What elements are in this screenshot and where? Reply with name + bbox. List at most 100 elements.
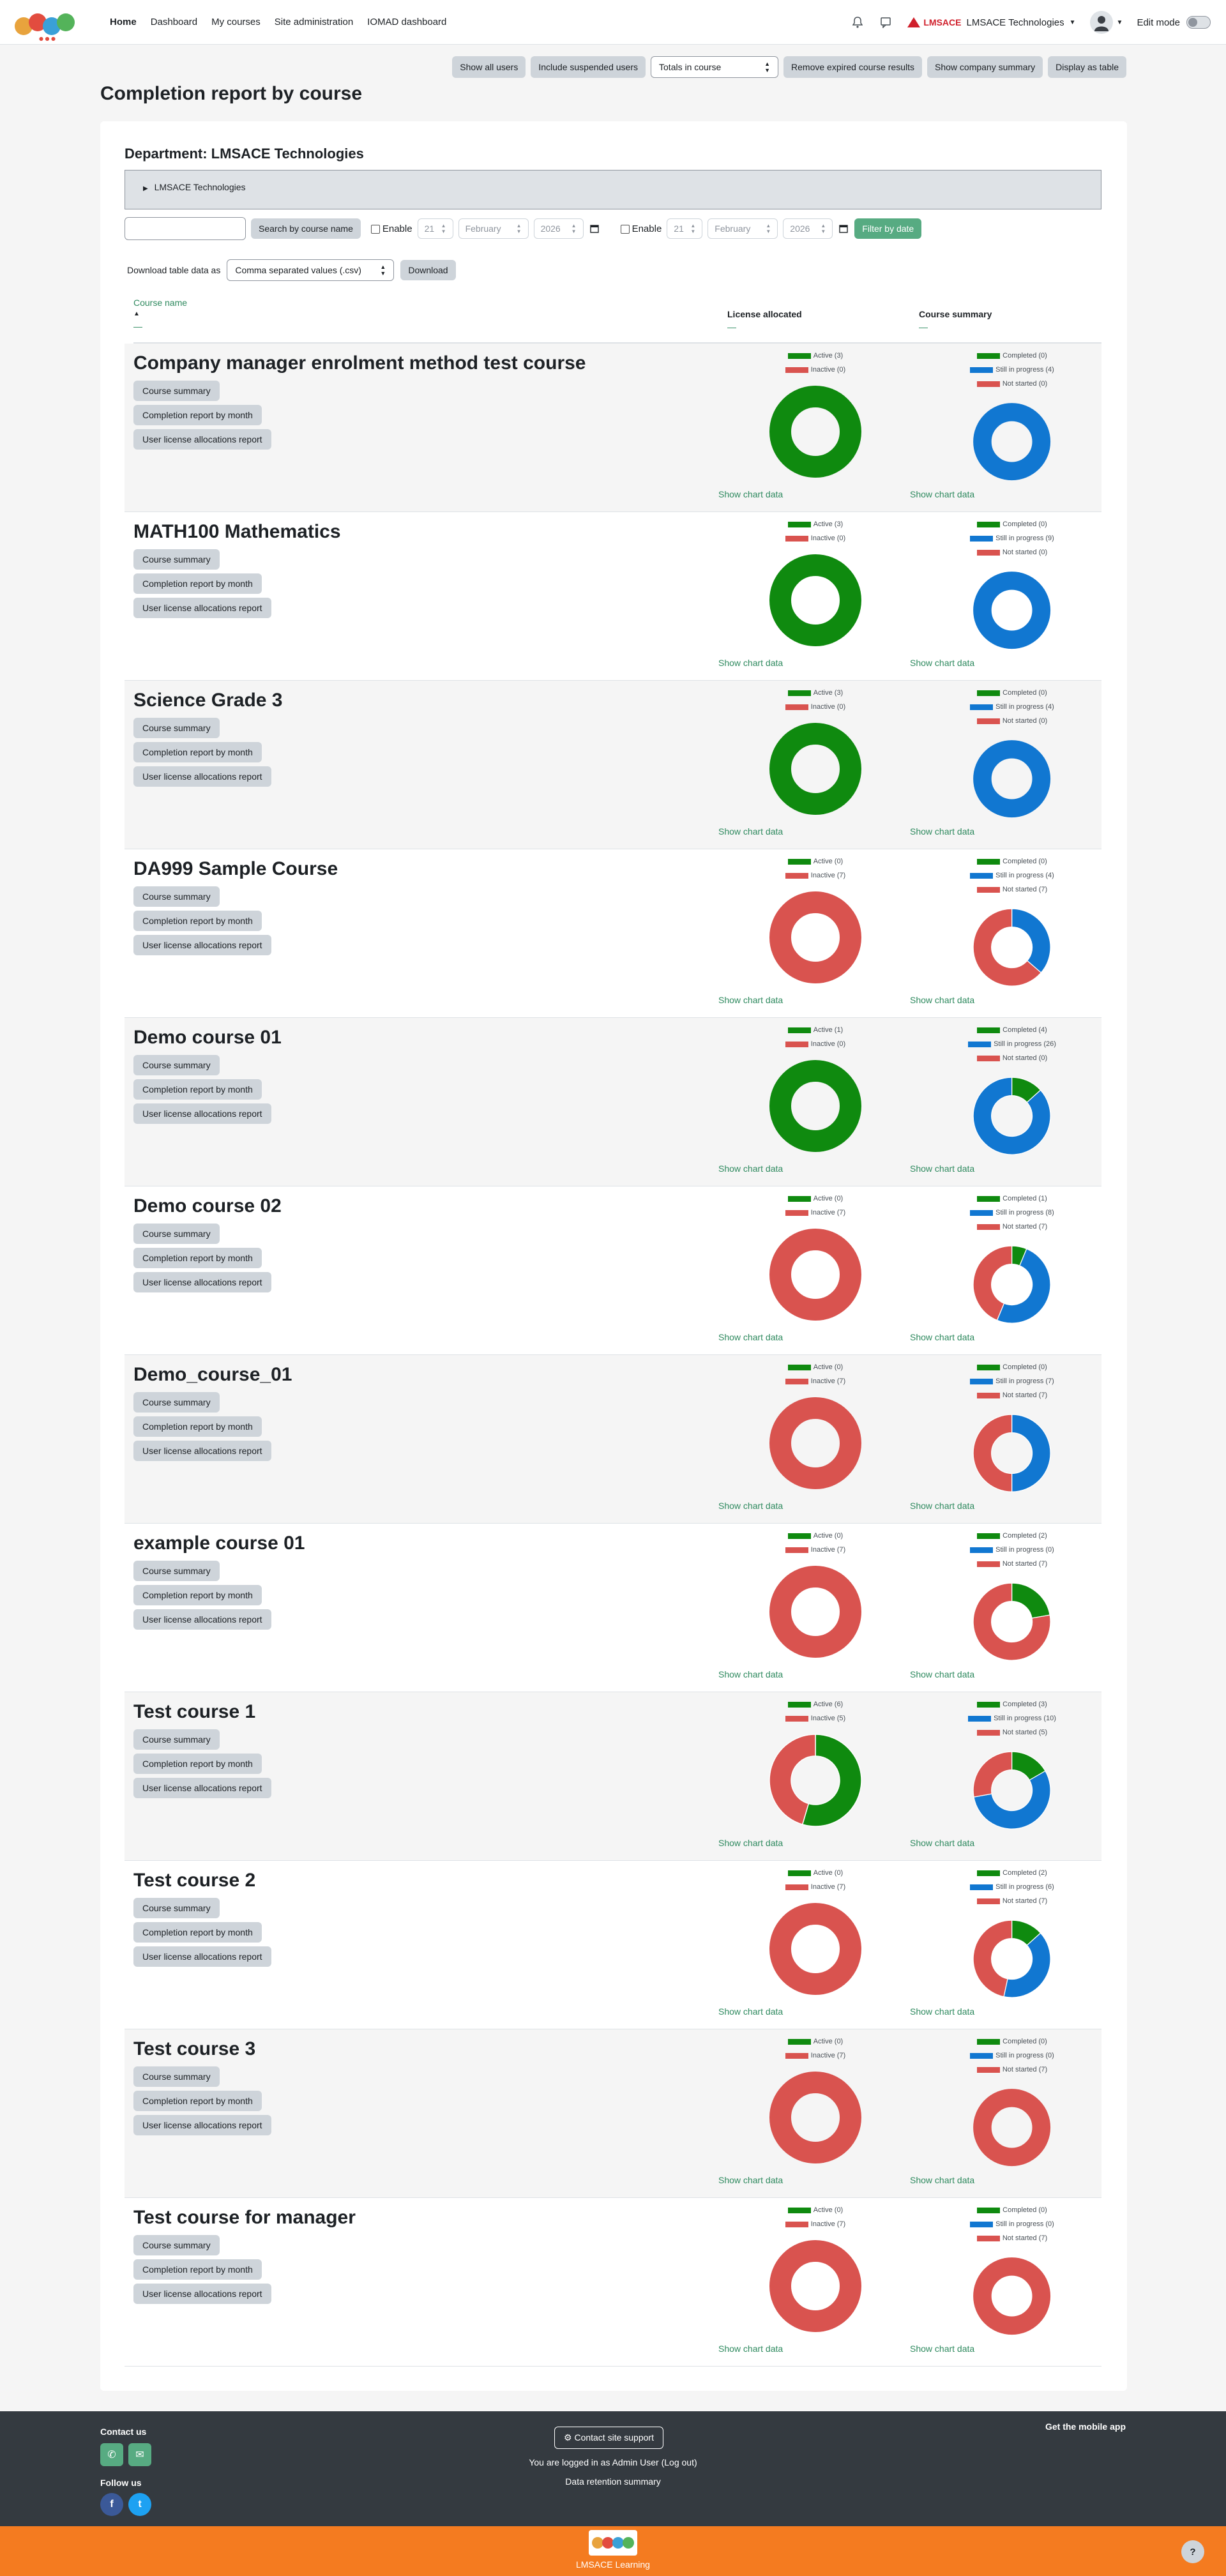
help-icon[interactable]: ? <box>1181 2540 1204 2563</box>
edit-mode-toggle[interactable] <box>1186 16 1211 29</box>
legend-item[interactable]: Active (6) <box>758 1697 873 1711</box>
legend-item[interactable]: Still in progress (6) <box>955 1880 1070 1894</box>
legend-item[interactable]: Active (1) <box>758 1023 873 1037</box>
search-by-course-button[interactable]: Search by course name <box>251 218 361 239</box>
show-chart-data-link[interactable]: Show chart data <box>910 995 975 1005</box>
course-summary-button[interactable]: Course summary <box>133 1224 220 1244</box>
to-day-select[interactable]: 21 ▲ ▼ <box>667 218 703 239</box>
show-chart-data-link[interactable]: Show chart data <box>910 1838 975 1848</box>
facebook-icon[interactable]: f <box>100 2493 123 2516</box>
course-summary-button[interactable]: Course summary <box>133 1898 220 1918</box>
show-chart-data-link[interactable]: Show chart data <box>910 1163 975 1174</box>
show-chart-data-link[interactable]: Show chart data <box>718 826 783 837</box>
completion-by-month-button[interactable]: Completion report by month <box>133 911 262 931</box>
legend-item[interactable]: Inactive (7) <box>758 2049 873 2063</box>
legend-item[interactable]: Still in progress (10) <box>955 1711 1070 1725</box>
to-month-select[interactable]: February ▲ ▼ <box>708 218 778 239</box>
course-summary-button[interactable]: Course summary <box>133 1561 220 1581</box>
legend-item[interactable]: Inactive (7) <box>758 1206 873 1220</box>
legend-item[interactable]: Active (0) <box>758 1866 873 1880</box>
legend-item[interactable]: Not started (7) <box>955 1894 1070 1908</box>
license-allocations-button[interactable]: User license allocations report <box>133 1103 271 1124</box>
completion-by-month-button[interactable]: Completion report by month <box>133 405 262 425</box>
show-chart-data-link[interactable]: Show chart data <box>718 1332 783 1342</box>
legend-item[interactable]: Active (0) <box>758 2034 873 2049</box>
legend-item[interactable]: Still in progress (4) <box>955 868 1070 883</box>
legend-item[interactable]: Completed (0) <box>955 349 1070 363</box>
tree-expand-icon[interactable]: ▶ <box>143 185 148 192</box>
legend-item[interactable]: Completed (0) <box>955 2203 1070 2217</box>
legend-item[interactable]: Active (3) <box>758 686 873 700</box>
show-chart-data-link[interactable]: Show chart data <box>910 2175 975 2185</box>
nav-site-administration[interactable]: Site administration <box>274 17 354 27</box>
license-allocations-button[interactable]: User license allocations report <box>133 429 271 450</box>
legend-item[interactable]: Not started (7) <box>955 1557 1070 1571</box>
filter-by-date-button[interactable]: Filter by date <box>854 218 922 239</box>
legend-item[interactable]: Still in progress (0) <box>955 2217 1070 2231</box>
show-chart-data-link[interactable]: Show chart data <box>910 1669 975 1679</box>
legend-item[interactable]: Not started (7) <box>955 1220 1070 1234</box>
legend-item[interactable]: Active (0) <box>758 1360 873 1374</box>
show-chart-data-link[interactable]: Show chart data <box>910 826 975 837</box>
show-chart-data-link[interactable]: Show chart data <box>910 2006 975 2017</box>
legend-item[interactable]: Still in progress (9) <box>955 531 1070 545</box>
license-allocations-button[interactable]: User license allocations report <box>133 1272 271 1292</box>
legend-item[interactable]: Completed (3) <box>955 1697 1070 1711</box>
message-icon[interactable] <box>879 15 893 29</box>
show-chart-data-link[interactable]: Show chart data <box>910 2344 975 2354</box>
edit-mode-switch[interactable]: Edit mode <box>1137 16 1211 29</box>
show-company-summary-button[interactable]: Show company summary <box>927 56 1043 78</box>
legend-item[interactable]: Inactive (7) <box>758 1880 873 1894</box>
legend-item[interactable]: Still in progress (0) <box>955 2049 1070 2063</box>
legend-item[interactable]: Active (0) <box>758 854 873 868</box>
data-retention-link[interactable]: Data retention summary <box>565 2476 661 2487</box>
course-summary-button[interactable]: Course summary <box>133 1055 220 1075</box>
legend-item[interactable]: Completed (0) <box>955 686 1070 700</box>
license-allocations-button[interactable]: User license allocations report <box>133 2115 271 2135</box>
mobile-app-link[interactable]: Get the mobile app <box>1045 2421 1126 2432</box>
from-month-select[interactable]: February ▲ ▼ <box>458 218 529 239</box>
legend-item[interactable]: Inactive (0) <box>758 363 873 377</box>
completion-by-month-button[interactable]: Completion report by month <box>133 1248 262 1268</box>
show-chart-data-link[interactable]: Show chart data <box>718 2006 783 2017</box>
company-selector[interactable]: LMSACE LMSACE Technologies ▼ <box>907 17 1076 28</box>
bell-icon[interactable] <box>851 15 865 29</box>
nav-my-courses[interactable]: My courses <box>211 17 261 27</box>
show-chart-data-link[interactable]: Show chart data <box>718 658 783 668</box>
legend-item[interactable]: Active (0) <box>758 1192 873 1206</box>
col-license-allocated[interactable]: License allocated — <box>727 309 802 332</box>
nav-home[interactable]: Home <box>110 17 137 27</box>
legend-item[interactable]: Inactive (7) <box>758 2217 873 2231</box>
legend-item[interactable]: Completed (0) <box>955 854 1070 868</box>
twitter-icon[interactable]: t <box>128 2493 151 2516</box>
col-course-summary[interactable]: Course summary — <box>919 309 992 332</box>
show-all-users-button[interactable]: Show all users <box>452 56 526 78</box>
show-chart-data-link[interactable]: Show chart data <box>718 2175 783 2185</box>
nav-dashboard[interactable]: Dashboard <box>150 17 198 27</box>
legend-item[interactable]: Inactive (0) <box>758 531 873 545</box>
legend-item[interactable]: Inactive (7) <box>758 868 873 883</box>
legend-item[interactable]: Still in progress (0) <box>955 1543 1070 1557</box>
course-summary-button[interactable]: Course summary <box>133 1729 220 1750</box>
license-allocations-button[interactable]: User license allocations report <box>133 1778 271 1798</box>
totals-select[interactable]: Totals in course ▲ ▼ <box>651 56 779 78</box>
legend-item[interactable]: Completed (0) <box>955 1360 1070 1374</box>
remove-expired-button[interactable]: Remove expired course results <box>783 56 922 78</box>
user-menu[interactable]: ▼ <box>1089 11 1123 34</box>
course-summary-button[interactable]: Course summary <box>133 2235 220 2255</box>
legend-item[interactable]: Not started (0) <box>955 1051 1070 1065</box>
site-logo[interactable]: ● ● ● <box>9 2 86 43</box>
course-summary-button[interactable]: Course summary <box>133 2066 220 2087</box>
legend-item[interactable]: Not started (7) <box>955 2231 1070 2245</box>
legend-item[interactable]: Inactive (7) <box>758 1543 873 1557</box>
legend-item[interactable]: Active (0) <box>758 2203 873 2217</box>
from-year-select[interactable]: 2026 ▲ ▼ <box>533 218 584 239</box>
mail-icon[interactable]: ✉ <box>128 2443 151 2466</box>
legend-item[interactable]: Inactive (7) <box>758 1374 873 1388</box>
license-allocations-button[interactable]: User license allocations report <box>133 935 271 955</box>
legend-item[interactable]: Not started (7) <box>955 2063 1070 2077</box>
show-chart-data-link[interactable]: Show chart data <box>718 1163 783 1174</box>
show-chart-data-link[interactable]: Show chart data <box>910 1501 975 1511</box>
legend-item[interactable]: Active (3) <box>758 349 873 363</box>
show-chart-data-link[interactable]: Show chart data <box>718 995 783 1005</box>
